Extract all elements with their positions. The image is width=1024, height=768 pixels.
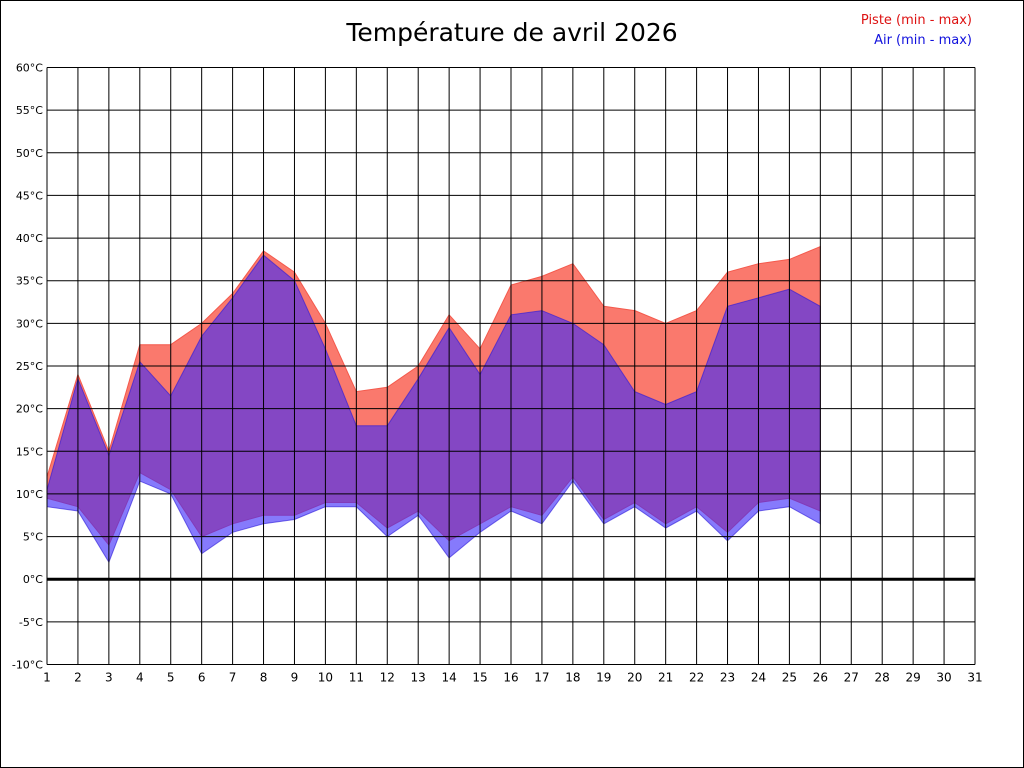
x-tick-label: 8 (260, 671, 268, 685)
x-tick-label: 19 (596, 671, 611, 685)
x-tick-label: 29 (905, 671, 920, 685)
x-tick-label: 17 (534, 671, 549, 685)
y-tick-label: 5°C (23, 531, 43, 544)
x-tick-label: 28 (875, 671, 890, 685)
legend-piste-label: Piste (min - max) (860, 13, 972, 28)
x-tick-label: 10 (318, 671, 333, 685)
x-tick-label: 30 (936, 671, 951, 685)
y-tick-label: 55°C (16, 104, 43, 117)
chart-title: Température de avril 2026 (346, 18, 678, 47)
x-tick-label: 4 (136, 671, 144, 685)
x-tick-label: 9 (291, 671, 299, 685)
y-tick-label: 30°C (16, 317, 43, 330)
y-tick-label: 0°C (23, 573, 43, 586)
y-tick-label: 15°C (16, 445, 43, 458)
x-tick-label: 5 (167, 671, 175, 685)
x-tick-label: 21 (658, 671, 673, 685)
x-tick-label: 15 (472, 671, 487, 685)
x-tick-label: 27 (844, 671, 859, 685)
x-tick-label: 6 (198, 671, 206, 685)
legend-air-label: Air (min - max) (874, 33, 972, 48)
y-tick-label: 40°C (16, 232, 43, 245)
x-tick-label: 23 (720, 671, 735, 685)
y-tick-label: 35°C (16, 275, 43, 288)
chart-legend: Piste (min - max) Air (min - max) (861, 11, 972, 51)
x-tick-label: 14 (441, 671, 456, 685)
x-tick-label: 13 (411, 671, 426, 685)
y-tick-label: 10°C (16, 488, 43, 501)
x-tick-label: 7 (229, 671, 237, 685)
y-tick-label: 45°C (16, 189, 43, 202)
x-tick-label: 11 (349, 671, 364, 685)
x-tick-label: 26 (813, 671, 828, 685)
y-tick-label: -5°C (19, 616, 43, 629)
x-tick-label: 1 (43, 671, 51, 685)
x-tick-label: 25 (782, 671, 797, 685)
x-tick-label: 24 (751, 671, 766, 685)
y-tick-label: 20°C (16, 403, 43, 416)
y-tick-label: -10°C (12, 659, 43, 672)
x-tick-label: 31 (967, 671, 982, 685)
x-tick-label: 20 (627, 671, 642, 685)
y-tick-label: 60°C (16, 62, 43, 75)
y-tick-label: 50°C (16, 147, 43, 160)
x-tick-label: 12 (380, 671, 395, 685)
x-tick-label: 18 (565, 671, 580, 685)
y-tick-label: 25°C (16, 360, 43, 373)
x-tick-label: 16 (503, 671, 518, 685)
x-tick-label: 22 (689, 671, 704, 685)
x-tick-label: 2 (74, 671, 82, 685)
x-tick-label: 3 (105, 671, 113, 685)
